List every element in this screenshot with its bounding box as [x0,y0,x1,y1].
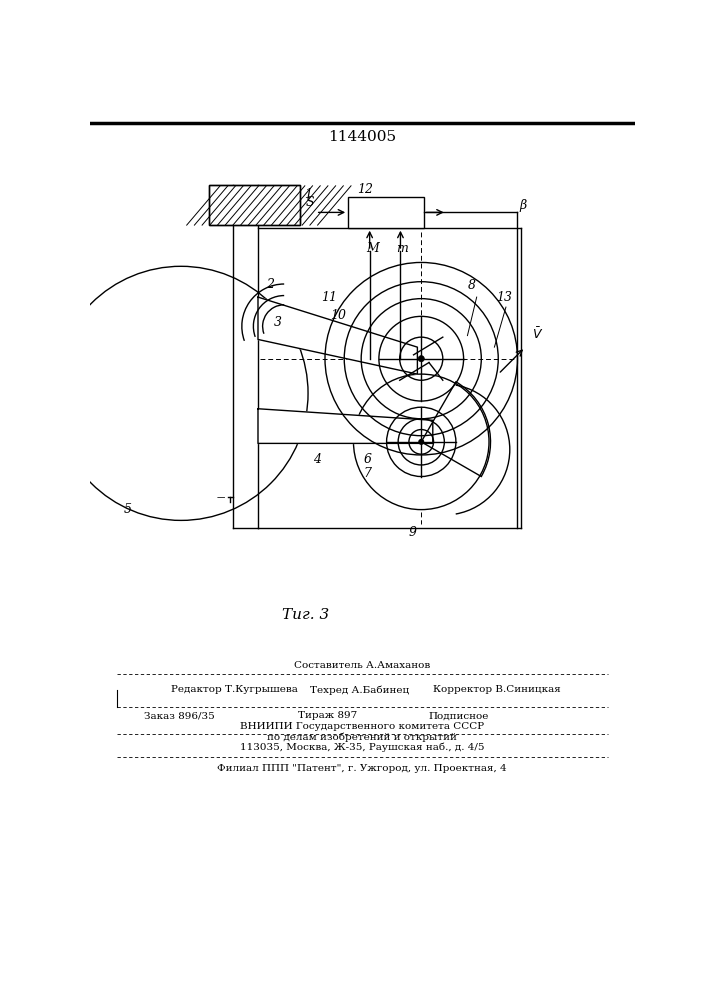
Bar [209,185,300,225]
Text: $\bar{V}$: $\bar{V}$ [532,327,544,342]
Text: 11: 11 [321,291,337,304]
Text: 2: 2 [266,278,274,291]
Text: 9: 9 [408,526,416,539]
Text: 10: 10 [330,309,346,322]
Text: Составитель А.Амаханов: Составитель А.Амаханов [294,661,430,670]
Circle shape [419,440,423,444]
Text: Тираж 897: Тираж 897 [298,711,357,720]
Text: 12: 12 [357,183,373,196]
Text: 113035, Москва, Ж-35, Раушская наб., д. 4/5: 113035, Москва, Ж-35, Раушская наб., д. … [240,742,484,752]
Circle shape [418,356,424,362]
Text: 7: 7 [363,467,371,480]
Text: S: S [305,196,315,209]
Circle shape [354,374,489,510]
Text: β: β [520,199,527,212]
Polygon shape [258,409,433,443]
Text: 8: 8 [467,279,475,292]
Text: 5: 5 [123,503,132,516]
Bar [348,197,423,228]
Text: Филиал ППП "Патент", г. Ужгород, ул. Проектная, 4: Филиал ППП "Патент", г. Ужгород, ул. Про… [217,764,507,773]
Text: 13: 13 [496,291,512,304]
Text: m: m [397,242,409,255]
Text: Техред А.Бабинец: Техред А.Бабинец [310,685,409,695]
Bar [209,185,300,225]
Text: 4: 4 [313,453,322,466]
Text: 1144005: 1144005 [328,130,396,144]
Text: Подписное: Подписное [429,711,489,720]
Text: по делам изобретений и открытий: по делам изобретений и открытий [267,732,457,742]
Text: 1: 1 [304,188,312,201]
Text: —: — [216,493,225,502]
Text: Заказ 896/35: Заказ 896/35 [144,711,215,720]
Polygon shape [258,297,417,374]
Text: Τиг. 3: Τиг. 3 [282,608,329,622]
Text: 3: 3 [274,316,281,329]
Text: 6: 6 [363,453,371,466]
Text: Корректор В.Синицкая: Корректор В.Синицкая [433,685,561,694]
Text: ВНИИПИ Государственного комитета СССР: ВНИИПИ Государственного комитета СССР [240,722,484,731]
Text: M: M [366,242,380,255]
Circle shape [54,266,308,520]
Text: Редактор Т.Кугрышева: Редактор Т.Кугрышева [171,685,298,694]
